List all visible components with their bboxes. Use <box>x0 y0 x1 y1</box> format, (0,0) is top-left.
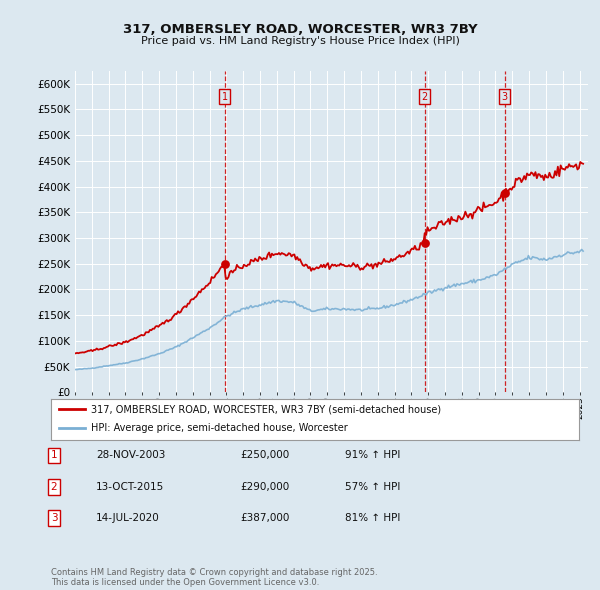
Text: £387,000: £387,000 <box>240 513 289 523</box>
Text: 3: 3 <box>502 91 508 101</box>
Text: 57% ↑ HPI: 57% ↑ HPI <box>345 482 400 491</box>
Text: Price paid vs. HM Land Registry's House Price Index (HPI): Price paid vs. HM Land Registry's House … <box>140 37 460 46</box>
Text: 91% ↑ HPI: 91% ↑ HPI <box>345 451 400 460</box>
Point <box>220 259 230 268</box>
Text: Contains HM Land Registry data © Crown copyright and database right 2025.
This d: Contains HM Land Registry data © Crown c… <box>51 568 377 587</box>
Text: £250,000: £250,000 <box>240 451 289 460</box>
Text: 13-OCT-2015: 13-OCT-2015 <box>96 482 164 491</box>
Text: 81% ↑ HPI: 81% ↑ HPI <box>345 513 400 523</box>
Text: HPI: Average price, semi-detached house, Worcester: HPI: Average price, semi-detached house,… <box>91 423 347 433</box>
Text: 1: 1 <box>50 451 58 460</box>
Text: 3: 3 <box>50 513 58 523</box>
Text: 317, OMBERSLEY ROAD, WORCESTER, WR3 7BY: 317, OMBERSLEY ROAD, WORCESTER, WR3 7BY <box>122 23 478 36</box>
Point <box>420 238 430 248</box>
Text: 14-JUL-2020: 14-JUL-2020 <box>96 513 160 523</box>
Text: 28-NOV-2003: 28-NOV-2003 <box>96 451 166 460</box>
Text: 2: 2 <box>50 482 58 491</box>
Text: 317, OMBERSLEY ROAD, WORCESTER, WR3 7BY (semi-detached house): 317, OMBERSLEY ROAD, WORCESTER, WR3 7BY … <box>91 405 441 414</box>
Text: 1: 1 <box>222 91 228 101</box>
Text: 2: 2 <box>422 91 428 101</box>
Point <box>500 189 509 198</box>
Text: £290,000: £290,000 <box>240 482 289 491</box>
